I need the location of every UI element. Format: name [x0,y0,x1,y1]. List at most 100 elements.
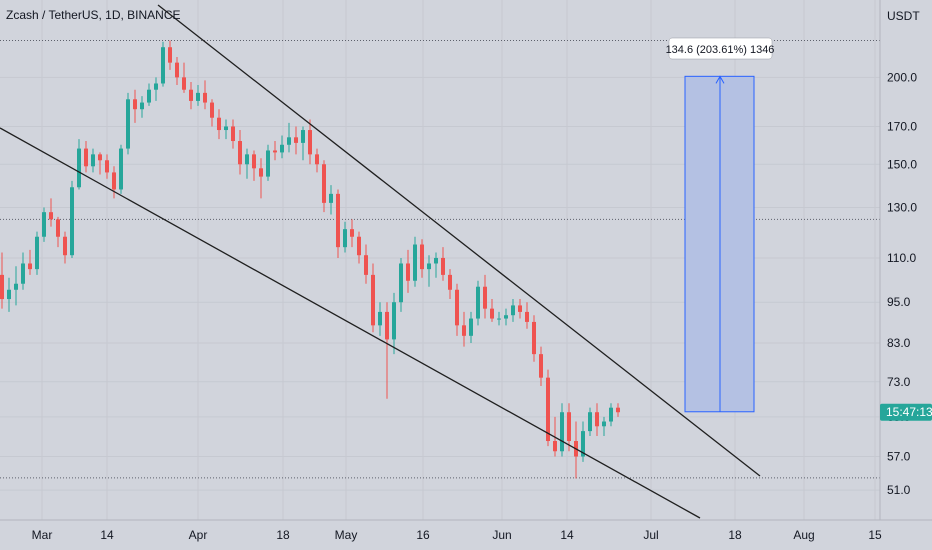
candle-body [483,286,487,309]
candle [238,130,242,175]
candle-body [217,117,221,131]
candle [119,144,123,194]
x-tick-label: 14 [560,528,574,542]
candle-series [0,40,620,479]
candle-body [602,421,606,427]
candle [427,255,431,287]
candle [357,231,361,264]
candle-body [434,257,438,264]
y-tick-label: 170.0 [887,119,917,133]
candle-body [238,141,242,165]
candle-body [336,193,340,248]
candle [588,407,592,437]
price-range-measure[interactable]: 134.6 (203.61%) 1346 [666,37,775,413]
x-tick-label: 18 [276,528,290,542]
candle-body [49,212,53,220]
candle [350,219,354,248]
candle-body [35,236,39,270]
candle [70,180,74,258]
candle-body [357,236,361,256]
candle-body [609,407,613,422]
candle-body [56,219,60,237]
candle-body [588,412,592,432]
candle-body [427,263,431,270]
candle-body [273,150,277,153]
candle-body [364,255,368,275]
candle [7,277,11,312]
x-tick-label: Aug [793,528,814,542]
candle-body [196,92,200,101]
candle [294,126,298,155]
lower-trendline[interactable] [0,127,701,519]
candle [406,249,410,293]
candle-body [420,244,424,270]
candle-body [7,289,11,300]
x-tick-label: 14 [100,528,114,542]
candle [231,119,235,149]
upper-trendline[interactable] [157,4,761,477]
candle-body [112,172,116,190]
candle-body [147,89,151,103]
y-tick-label: 150.0 [887,157,917,171]
x-tick-label: Mar [32,528,53,542]
current-price-badge: 15:47:13 [880,403,932,421]
candle [14,266,18,306]
candle [126,92,130,155]
candle [532,315,536,362]
candle-body [518,305,522,312]
candle-body [182,77,186,90]
candle-body [231,126,235,142]
y-tick-label: 130.0 [887,200,917,214]
candle [35,231,39,275]
candle [217,109,221,140]
candle [245,148,249,179]
candle-body [406,263,410,281]
candle [112,166,116,199]
candle [301,126,305,161]
candle [560,403,564,457]
candle-body [168,47,172,63]
candle [42,207,46,242]
candle [490,299,494,322]
candle [224,119,228,140]
candle-body [14,283,18,290]
candle [252,150,256,181]
candle-body [322,164,326,203]
candle-body [567,412,571,442]
candle-body [616,407,620,413]
candle-body [392,302,396,340]
candle [413,236,417,287]
candle [602,416,606,437]
candle-body [70,187,74,256]
x-tick-label: 16 [416,528,430,542]
candle [399,257,403,312]
measure-label: 134.6 (203.61%) 1346 [666,44,775,56]
candle [154,77,158,101]
candle-body [154,83,158,90]
candle-body [224,126,228,131]
candle-body [287,137,291,145]
candle [273,141,277,161]
candle [511,299,515,322]
candle-body [553,441,557,452]
candle-body [532,321,536,355]
candle [616,403,620,417]
currency-label: USDT [887,9,920,23]
candle [161,41,165,87]
candle [441,247,445,281]
candle-body [140,102,144,110]
candle [63,231,67,264]
candle-body [343,229,347,248]
candle-body [161,47,165,84]
candle [518,299,522,319]
candle-body [210,102,214,118]
candle-body [63,236,67,256]
candle [280,135,284,159]
candle [364,244,368,284]
current-price-badge-text: 15:47:13 [886,405,932,419]
y-tick-label: 83.0 [887,336,911,350]
candle-body [329,193,333,203]
candle [56,216,60,248]
candle-body [560,412,564,452]
